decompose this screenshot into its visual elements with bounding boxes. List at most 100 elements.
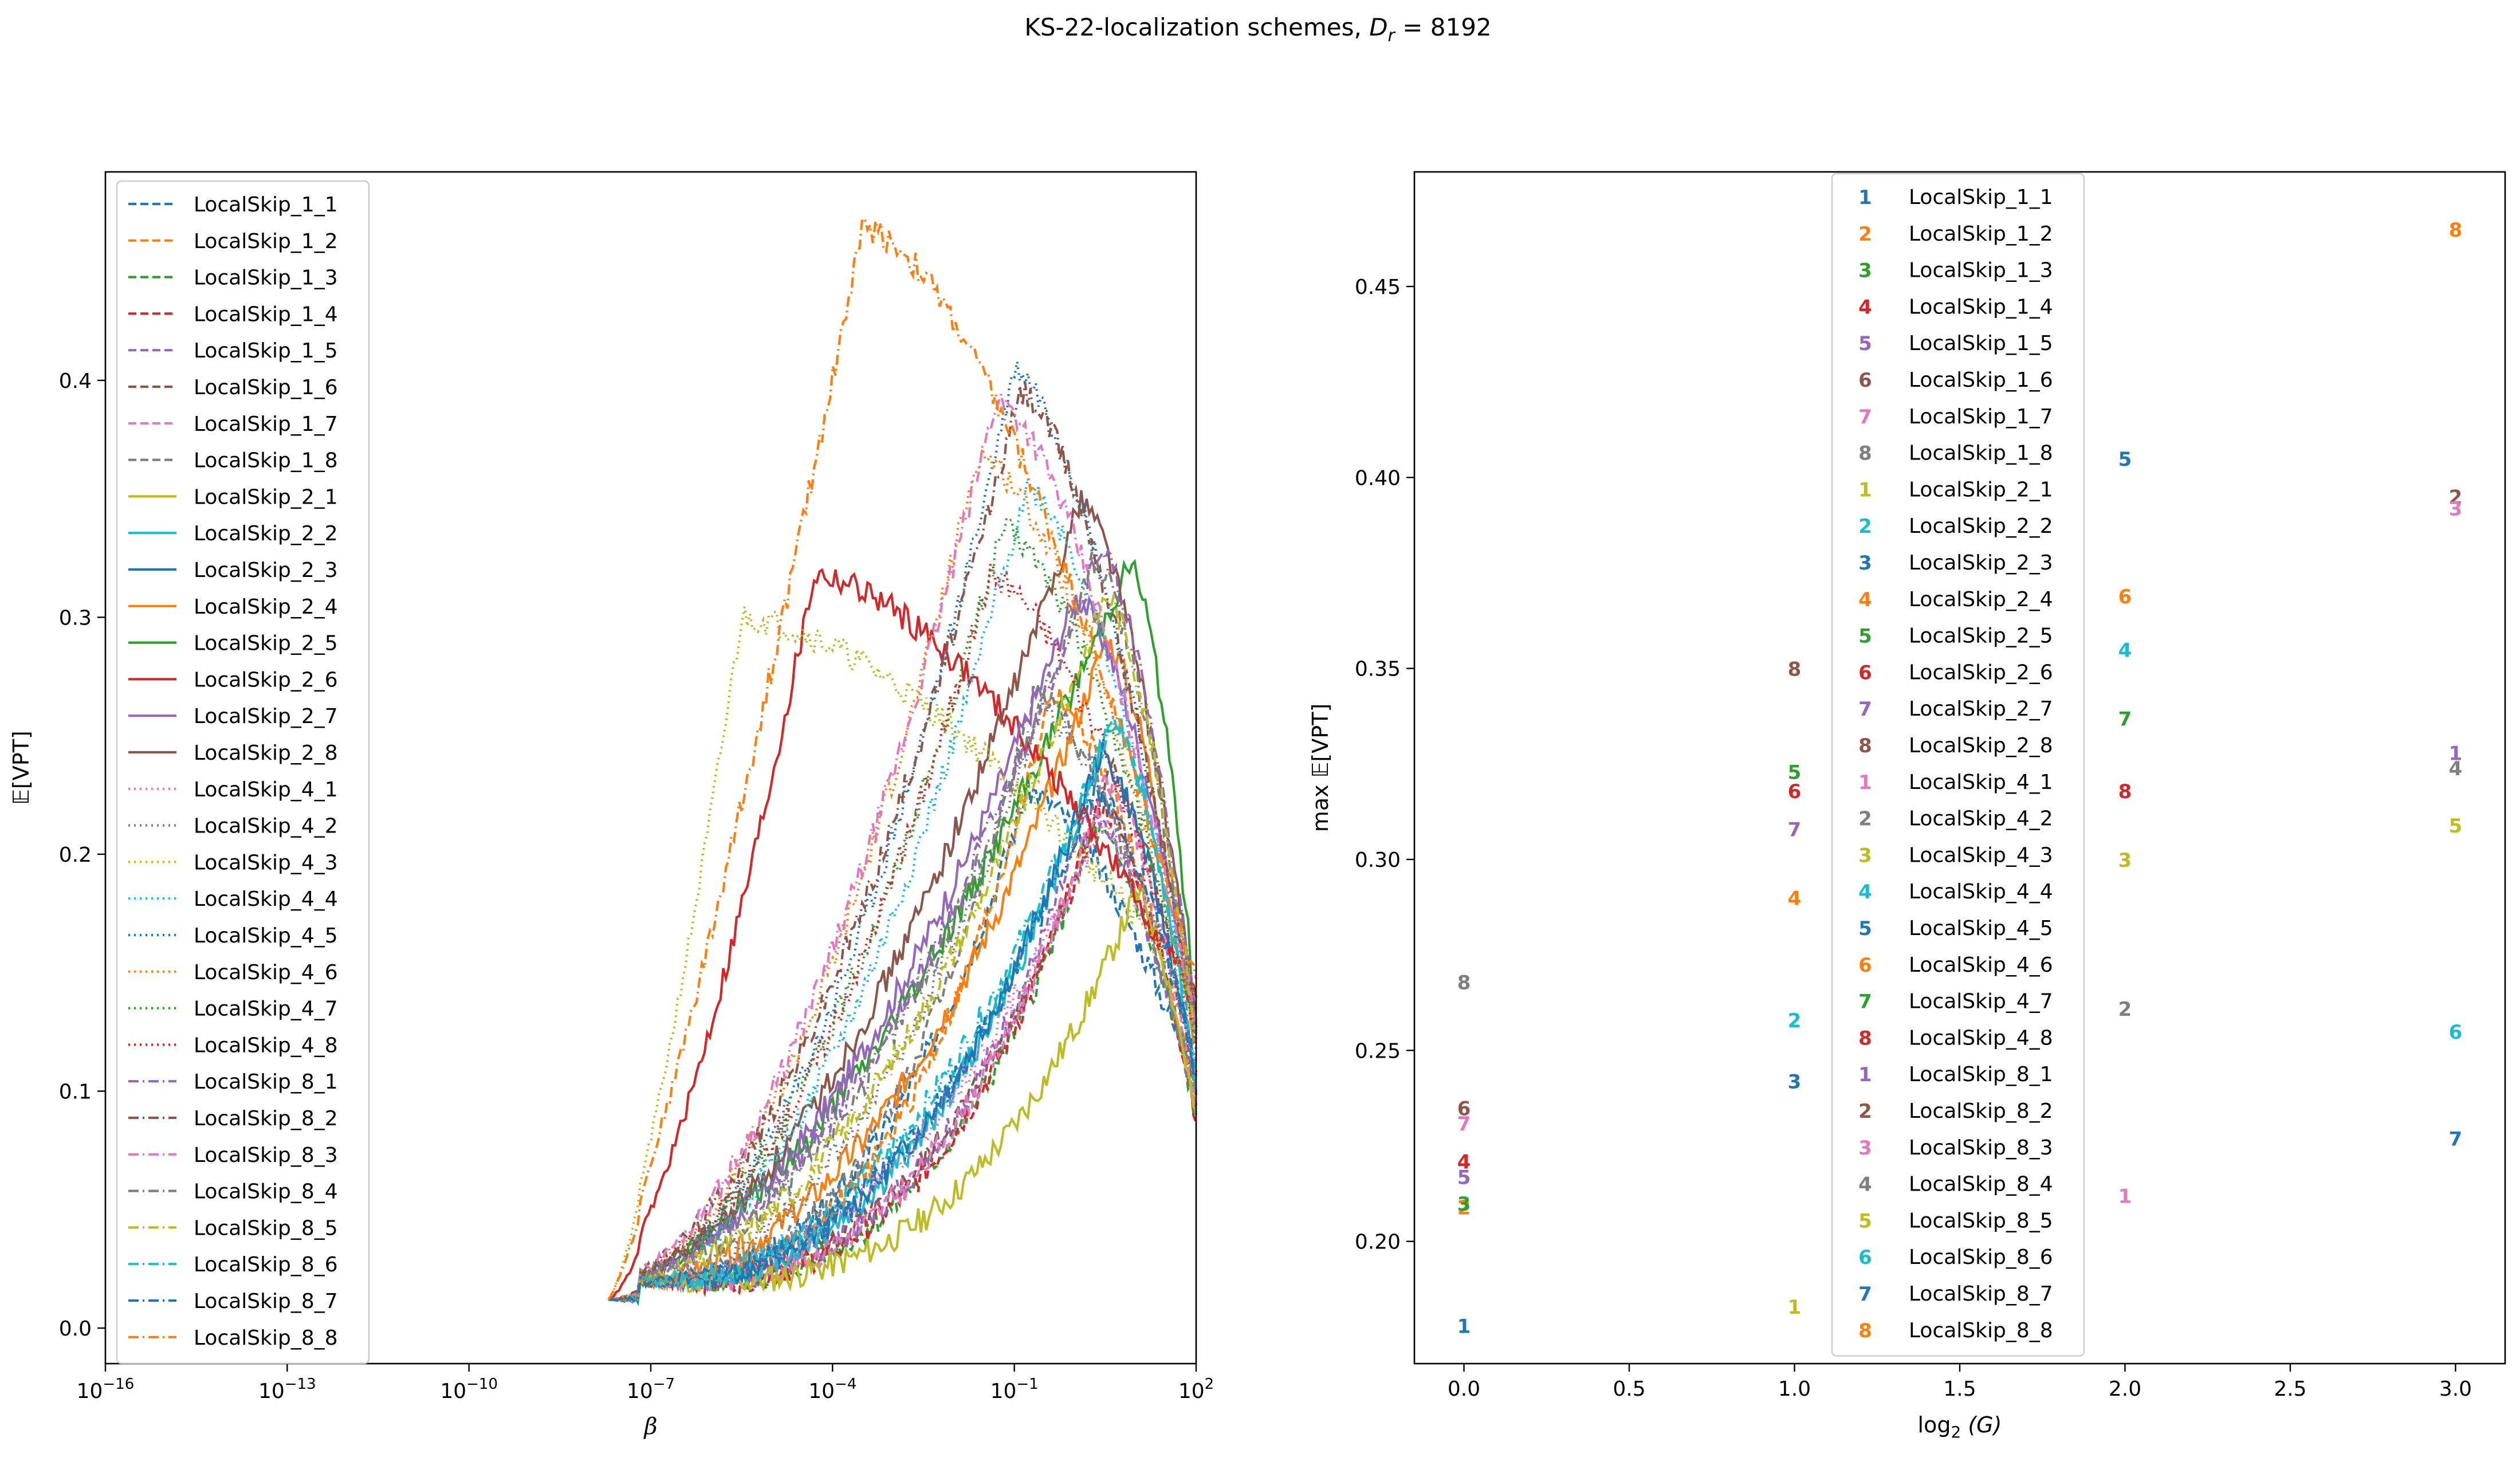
scatter-marker-localskip-4-5: 5 [2118, 448, 2132, 471]
series-line-localskip-2-8 [608, 490, 1198, 1301]
right-legend-label: LocalSkip_1_7 [1909, 405, 2053, 429]
scatter-marker-localskip-1-5: 5 [1457, 1166, 1471, 1189]
right-legend-marker: 2 [1858, 1100, 1872, 1123]
left-legend-label: LocalSkip_1_6 [194, 376, 338, 399]
scatter-marker-localskip-8-3: 3 [2449, 498, 2463, 521]
scatter-marker-localskip-1-2: 2 [1457, 1197, 1471, 1220]
scatter-marker-localskip-8-2: 2 [2449, 486, 2463, 509]
right-x-axis-label: log2 (G) [1918, 1412, 2002, 1442]
figure-title-prefix: KS-22-localization schemes, [1024, 13, 1369, 41]
scatter-marker-localskip-8-4: 4 [2449, 757, 2463, 780]
right-legend-label: LocalSkip_8_5 [1909, 1209, 2053, 1232]
left-series-lines [607, 217, 1198, 1306]
right-legend-marker: 8 [1858, 1027, 1872, 1050]
left-legend-label: LocalSkip_4_4 [194, 887, 338, 911]
left-legend-label: LocalSkip_4_2 [194, 815, 338, 838]
left-y-tick-label: 0.3 [59, 606, 92, 630]
right-legend-label: LocalSkip_2_2 [1909, 515, 2053, 538]
right-legend-marker: 6 [1858, 661, 1872, 684]
left-x-tick-label: 10−7 [627, 1376, 675, 1403]
left-legend-label: LocalSkip_2_8 [194, 741, 338, 765]
left-line-chart: 10−16 10−13 10−10 10−7 10−4 10−1 102 0.0 0.1 0.2… [9, 171, 1214, 1440]
right-legend-label: LocalSkip_2_4 [1909, 588, 2053, 611]
left-legend-label: LocalSkip_1_4 [194, 303, 338, 326]
right-legend-label: LocalSkip_1_5 [1909, 332, 2053, 355]
series-line-localskip-4-4 [608, 473, 1197, 1302]
right-legend-marker: 4 [1858, 296, 1872, 319]
right-y-tick-label: 0.30 [1355, 849, 1401, 872]
scatter-marker-localskip-1-3: 3 [1457, 1193, 1471, 1216]
series-line-localskip-8-7 [608, 782, 1197, 1303]
series-line-localskip-4-5 [608, 361, 1198, 1301]
left-legend-label: LocalSkip_1_5 [194, 339, 338, 363]
left-legend-label: LocalSkip_8_4 [194, 1180, 338, 1204]
figure-title-math: D [1369, 13, 1387, 41]
right-y-tick-label: 0.45 [1355, 276, 1401, 299]
left-legend-label: LocalSkip_2_7 [194, 705, 338, 728]
series-line-localskip-4-7 [608, 516, 1198, 1301]
left-legend-label: LocalSkip_4_6 [194, 961, 338, 984]
right-legend-marker: 8 [1858, 1319, 1872, 1342]
right-legend-label: LocalSkip_2_1 [1909, 478, 2053, 501]
right-x-axis-label-suffix: (G) [1961, 1412, 2002, 1438]
left-legend-label: LocalSkip_1_1 [194, 193, 338, 217]
right-legend-box [1831, 172, 2085, 1357]
left-x-tick-label: 10−10 [440, 1376, 498, 1403]
right-legend-marker: 3 [1858, 552, 1872, 575]
right-legend: 1 LocalSkip_1_1 2 LocalSkip_1_2 3 LocalSkip_1… [1831, 172, 2085, 1357]
right-legend-marker: 5 [1858, 625, 1872, 648]
series-line-localskip-8-3 [608, 394, 1198, 1301]
right-x-axis-label-sub: 2 [1951, 1423, 1961, 1442]
right-legend-marker: 1 [1858, 186, 1872, 209]
left-y-tick-label: 0.2 [59, 843, 92, 867]
left-x-tick-label: 10−13 [258, 1376, 316, 1403]
left-legend-label: LocalSkip_1_7 [194, 413, 338, 436]
scatter-marker-localskip-4-6: 6 [2118, 586, 2132, 608]
left-legend-label: LocalSkip_2_5 [194, 632, 338, 655]
right-legend-marker: 3 [1858, 844, 1872, 867]
left-legend-label: LocalSkip_4_8 [194, 1034, 338, 1057]
right-legend-label: LocalSkip_8_6 [1909, 1246, 2053, 1269]
right-legend-marker: 4 [1858, 588, 1872, 611]
right-y-tick-label: 0.35 [1355, 658, 1401, 681]
series-line-localskip-2-6 [608, 568, 1198, 1301]
right-legend-label: LocalSkip_8_8 [1909, 1319, 2053, 1342]
left-legend-label: LocalSkip_4_1 [194, 778, 338, 802]
scatter-marker-localskip-4-1: 1 [2118, 1185, 2132, 1208]
scatter-marker-localskip-4-8: 8 [2118, 780, 2132, 803]
scatter-marker-localskip-2-6: 6 [1788, 780, 1802, 803]
left-legend-label: LocalSkip_1_8 [194, 449, 338, 473]
series-line-localskip-8-5 [608, 592, 1197, 1302]
left-y-axis-ticks: 0.0 0.1 0.2 0.3 0.4 [59, 370, 105, 1341]
right-legend-marker: 6 [1858, 1246, 1872, 1269]
right-legend-label: LocalSkip_8_3 [1909, 1136, 2053, 1160]
right-legend-label: LocalSkip_1_2 [1909, 222, 2053, 246]
right-legend-label: LocalSkip_8_4 [1909, 1173, 2053, 1196]
right-legend-marker: 2 [1858, 808, 1872, 831]
scatter-marker-localskip-2-4: 4 [1788, 887, 1802, 910]
scatter-marker-localskip-4-2: 2 [2118, 998, 2132, 1021]
left-legend-label: LocalSkip_2_1 [194, 485, 338, 509]
right-legend-marker: 7 [1858, 991, 1872, 1014]
right-legend-label: LocalSkip_1_8 [1909, 442, 2053, 465]
right-scatter-chart: 0.0 0.5 1.0 1.5 2.0 2.5 3.0 0.200.250.300.350.… [1308, 171, 2506, 1442]
right-x-tick-label: 0.0 [1448, 1377, 1480, 1401]
right-legend-label: LocalSkip_4_7 [1909, 990, 2053, 1014]
right-legend-marker: 3 [1858, 1137, 1872, 1160]
right-legend-label: LocalSkip_2_8 [1909, 734, 2053, 757]
right-y-tick-label: 0.25 [1355, 1039, 1401, 1063]
left-legend-label: LocalSkip_1_3 [194, 266, 338, 290]
right-legend-label: LocalSkip_2_5 [1909, 625, 2053, 648]
scatter-marker-localskip-2-5: 5 [1788, 761, 1802, 784]
right-legend-marker: 1 [1858, 478, 1872, 501]
left-legend-label: LocalSkip_8_8 [194, 1326, 338, 1350]
scatter-marker-localskip-8-7: 7 [2449, 1128, 2463, 1151]
left-legend: LocalSkip_1_1 LocalSkip_1_2 LocalSkip_1_3 L… [116, 180, 370, 1364]
scatter-marker-localskip-1-7: 7 [1457, 1113, 1471, 1136]
right-legend-marker: 1 [1858, 771, 1872, 794]
scatter-marker-localskip-1-1: 1 [1457, 1315, 1471, 1338]
left-x-axis-ticks: 10−16 10−13 10−10 10−7 10−4 10−1 102 [77, 1364, 1214, 1403]
right-legend-label: LocalSkip_8_2 [1909, 1099, 2053, 1123]
